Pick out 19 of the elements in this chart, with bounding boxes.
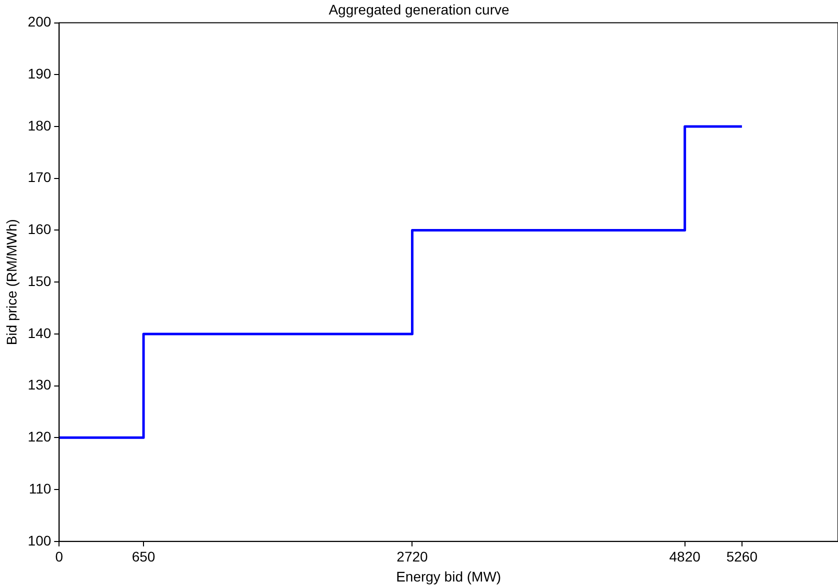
y-tick-label: 140 [28,324,52,341]
x-tick-label: 4820 [669,548,701,565]
y-tick-label: 100 [28,532,52,548]
x-tick-label: 2720 [396,548,428,565]
x-tick-label: 650 [132,548,156,565]
y-tick-label: 190 [28,66,52,82]
x-tick-label: 0 [55,548,64,565]
y-axis-title: Bid price (RM/MWh) [3,219,20,346]
y-tick-label: 150 [28,272,52,289]
chart-title: Aggregated generation curve [328,1,510,18]
x-axis-title: Energy bid (MW) [396,568,502,584]
y-tick-label: 200 [28,14,52,30]
y-tick-label: 170 [28,169,52,186]
y-tick-label: 160 [28,221,52,238]
y-tick-label: 130 [28,376,52,393]
y-tick-label: 180 [28,117,52,134]
y-tick-label: 120 [28,428,52,445]
y-tick-label: 110 [28,480,52,496]
x-tick-label: 5260 [726,548,758,565]
